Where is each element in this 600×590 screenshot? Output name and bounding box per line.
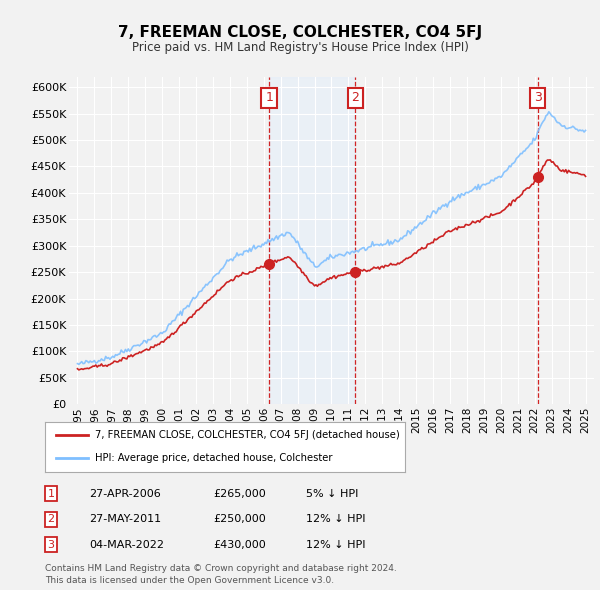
Text: HPI: Average price, detached house, Colchester: HPI: Average price, detached house, Colc… [95, 454, 333, 464]
Text: £250,000: £250,000 [213, 514, 266, 524]
Bar [269, 77, 355, 404]
Text: Price paid vs. HM Land Registry's House Price Index (HPI): Price paid vs. HM Land Registry's House … [131, 41, 469, 54]
Text: 12% ↓ HPI: 12% ↓ HPI [306, 514, 365, 524]
Text: 1: 1 [265, 91, 273, 104]
Text: 7, FREEMAN CLOSE, COLCHESTER, CO4 5FJ (detached house): 7, FREEMAN CLOSE, COLCHESTER, CO4 5FJ (d… [95, 430, 400, 440]
Text: 1: 1 [47, 489, 55, 499]
Text: 12% ↓ HPI: 12% ↓ HPI [306, 540, 365, 549]
Text: 04-MAR-2022: 04-MAR-2022 [89, 540, 164, 549]
Text: 5% ↓ HPI: 5% ↓ HPI [306, 489, 358, 499]
Text: 2: 2 [351, 91, 359, 104]
Text: £265,000: £265,000 [213, 489, 266, 499]
Text: 3: 3 [533, 91, 542, 104]
Text: 27-MAY-2011: 27-MAY-2011 [89, 514, 161, 524]
Text: 2: 2 [47, 514, 55, 524]
Text: 27-APR-2006: 27-APR-2006 [89, 489, 161, 499]
Text: £430,000: £430,000 [213, 540, 266, 549]
Text: 7, FREEMAN CLOSE, COLCHESTER, CO4 5FJ: 7, FREEMAN CLOSE, COLCHESTER, CO4 5FJ [118, 25, 482, 40]
Text: 3: 3 [47, 540, 55, 549]
Text: Contains HM Land Registry data © Crown copyright and database right 2024.
This d: Contains HM Land Registry data © Crown c… [45, 565, 397, 585]
